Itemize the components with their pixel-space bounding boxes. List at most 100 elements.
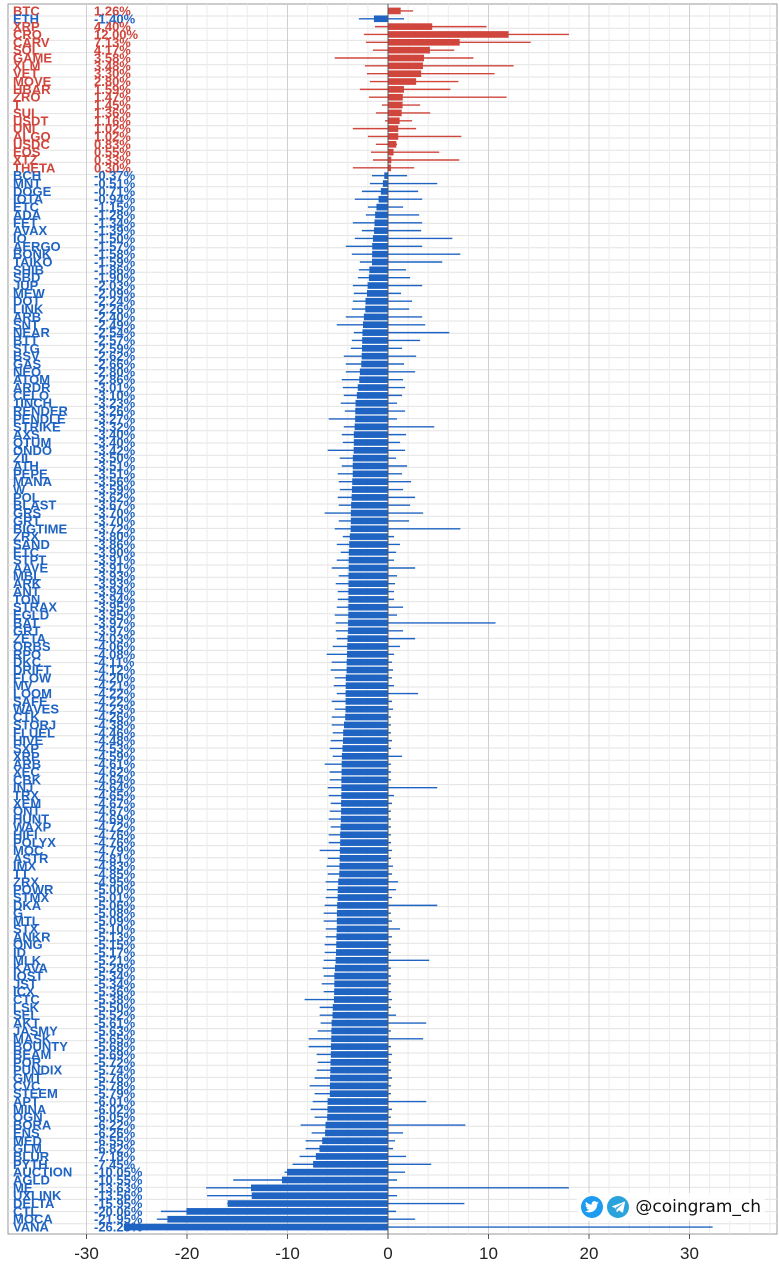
percent-label: -1.15% (94, 200, 136, 215)
percent-label: -4.62% (94, 765, 136, 780)
bar (329, 1090, 388, 1098)
percent-label: -3.26% (94, 404, 136, 419)
ticker-label: DKA (13, 898, 42, 913)
bar (356, 392, 388, 399)
percent-label: -3.10% (94, 388, 136, 403)
bar (327, 1113, 388, 1121)
percent-label: -5.65% (94, 1031, 136, 1046)
bar (388, 140, 397, 148)
bar (331, 1035, 388, 1043)
percent-label: -5.10% (94, 921, 136, 936)
percent-label: -3.94% (94, 592, 136, 607)
bar (348, 627, 388, 635)
ticker-label: EGLD (13, 608, 49, 623)
bar (384, 172, 388, 180)
ticker-label: UNI (13, 121, 35, 136)
bar (388, 7, 401, 15)
percent-label: 1.02% (94, 129, 131, 144)
ticker-label: ARDR (13, 380, 51, 395)
ticker-label: T (13, 98, 21, 113)
ticker-label: PEPE (13, 466, 48, 481)
percent-label: -3.27% (94, 411, 136, 426)
bar (366, 290, 388, 297)
bar (369, 266, 388, 274)
ticker-label: SAFE (13, 694, 48, 709)
percent-label: 0.30% (94, 160, 131, 175)
bar (341, 792, 388, 799)
bar (330, 1058, 388, 1066)
bar (375, 211, 388, 219)
bar (334, 972, 388, 980)
percent-label: -13.63% (94, 1180, 143, 1195)
ticker-label: VANA (13, 1220, 49, 1235)
ticker-label: LOOM (13, 686, 52, 701)
percent-label: -2.62% (94, 349, 136, 364)
ticker-label: ICX (13, 984, 35, 999)
percent-label: -3.51% (94, 459, 136, 474)
percent-label: -4.20% (94, 670, 136, 685)
percent-label: -2.40% (94, 309, 136, 324)
bar (365, 297, 388, 305)
bar (340, 815, 388, 823)
percent-label: -2.49% (94, 317, 136, 332)
bar (186, 1208, 388, 1215)
percent-label: -4.69% (94, 812, 136, 827)
ticker-label: FLUEL (13, 725, 55, 740)
ticker-label: PYTH (13, 1157, 48, 1172)
ticker-label: CARV (13, 35, 50, 50)
x-tick-label: -30 (74, 1244, 99, 1263)
bar (123, 1223, 389, 1231)
percent-label: -4.59% (94, 749, 136, 764)
percent-label: -4.23% (94, 702, 136, 717)
bar (315, 1153, 388, 1160)
percent-label: -3.95% (94, 608, 136, 623)
ticker-label: BAT (13, 615, 39, 630)
ticker-label: SHIB (13, 262, 44, 277)
percent-label: -1.39% (94, 223, 136, 238)
ticker-label: EOS (13, 145, 41, 160)
bar (372, 235, 388, 242)
percent-label: -4.26% (94, 710, 136, 725)
ticker-label: BTT (13, 333, 38, 348)
twitter-icon[interactable] (581, 1196, 604, 1218)
percent-label: -6.55% (94, 1133, 136, 1148)
ticker-label: BOUNTY (13, 1039, 68, 1054)
percent-label: -4.72% (94, 819, 136, 834)
percent-label: -3.93% (94, 568, 136, 583)
percent-label: -13.56% (94, 1188, 143, 1203)
percent-label: -7.45% (94, 1157, 136, 1172)
ticker-label: AUCTION (13, 1165, 72, 1180)
ticker-label: MINA (13, 1102, 47, 1117)
percent-label: -5.06% (94, 898, 136, 913)
telegram-icon[interactable] (607, 1196, 630, 1218)
percent-label: -10.55% (94, 1173, 143, 1188)
ticker-label: DKC (13, 655, 42, 670)
ticker-label: STORJ (13, 717, 56, 732)
bar (345, 698, 388, 705)
percent-label: -2.57% (94, 333, 136, 348)
bar (346, 650, 388, 658)
bar (336, 933, 388, 941)
ticker-label: JUP (13, 278, 39, 293)
ticker-label: ORBS (13, 639, 51, 654)
ticker-label: HUNT (13, 812, 49, 827)
ticker-label: VET (13, 66, 38, 81)
ticker-label: MTL (13, 914, 40, 929)
bar (337, 886, 388, 894)
ticker-label: WAXP (13, 819, 52, 834)
bar (335, 956, 388, 964)
percent-label: -5.79% (94, 1086, 136, 1101)
ticker-label: ATH (13, 459, 39, 474)
bar (388, 101, 403, 109)
ticker-label: G (13, 906, 23, 921)
ticker-label: GAS (13, 357, 42, 372)
ticker-label: TT (13, 867, 29, 882)
bar (374, 227, 388, 234)
bar (353, 439, 388, 446)
bar (382, 180, 388, 187)
watermark: @coingram_ch (577, 1193, 765, 1221)
bar (388, 133, 399, 140)
x-tick-label: 20 (580, 1244, 599, 1263)
percent-label: -4.06% (94, 639, 136, 654)
